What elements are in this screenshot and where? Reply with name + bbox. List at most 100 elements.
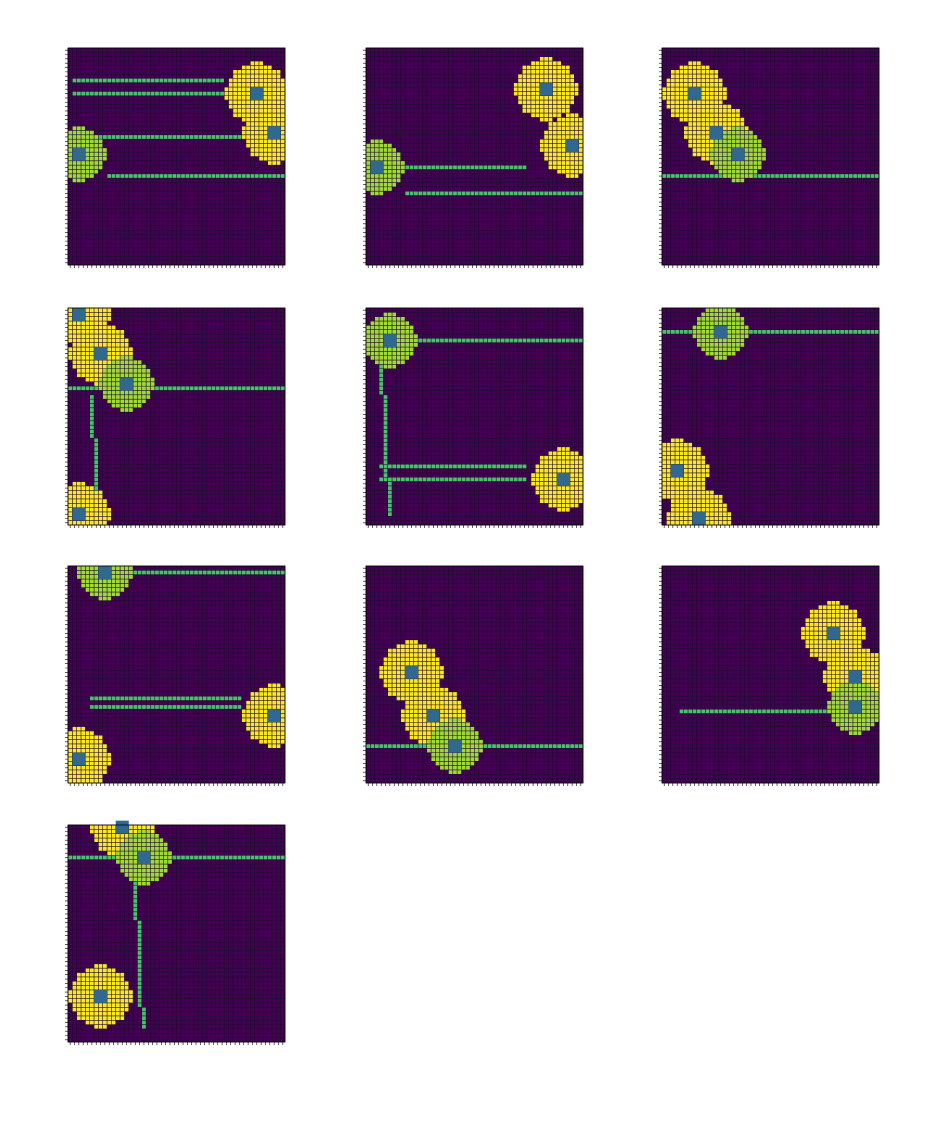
region-cell — [98, 325, 103, 330]
region-cell — [98, 846, 103, 852]
trace-cell — [705, 709, 710, 714]
region-cell — [120, 972, 125, 977]
region-cell — [379, 139, 384, 144]
region-cell — [154, 877, 160, 882]
region-cell — [418, 709, 423, 714]
region-cell — [383, 678, 388, 684]
region-cell — [81, 169, 86, 174]
region-cell — [124, 579, 129, 584]
region-cell — [133, 872, 138, 878]
region-cell — [370, 321, 375, 326]
region-cell — [857, 626, 862, 632]
region-cell — [68, 511, 73, 517]
trace-cell — [89, 412, 95, 417]
region-cell — [696, 147, 702, 153]
trace-cell — [662, 173, 667, 179]
region-cell — [102, 152, 108, 157]
region-cell — [111, 1002, 116, 1008]
region-cell — [714, 351, 719, 356]
region-cell — [68, 998, 73, 1003]
region-cell — [120, 390, 125, 395]
trace-cell — [98, 78, 103, 83]
region-cell — [111, 994, 116, 999]
region-cell — [831, 670, 836, 675]
region-cell — [852, 665, 858, 671]
region-cell — [124, 368, 129, 374]
region-cell — [675, 87, 680, 92]
region-cell — [133, 386, 138, 391]
region-cell — [818, 605, 823, 610]
region-cell — [98, 752, 103, 757]
region-cell — [392, 147, 397, 153]
trace-cell — [805, 329, 810, 335]
region-cell — [409, 717, 414, 723]
region-cell — [263, 113, 268, 118]
region-cell — [107, 312, 112, 317]
region-cell — [81, 778, 86, 783]
region-cell — [522, 95, 527, 101]
trace-cell — [435, 477, 440, 482]
region-cell — [813, 613, 819, 619]
region-cell — [280, 717, 285, 723]
trace-cell — [487, 191, 492, 196]
region-cell — [89, 748, 95, 753]
region-cell — [448, 717, 453, 723]
region-cell — [413, 722, 419, 727]
region-cell — [124, 360, 129, 365]
region-cell — [418, 652, 423, 658]
region-cell — [422, 644, 427, 649]
region-cell — [245, 717, 251, 723]
region-cell — [124, 351, 129, 356]
trace-cell — [435, 464, 440, 469]
region-cell — [383, 316, 388, 322]
region-cell — [366, 156, 371, 161]
region-cell — [128, 407, 134, 413]
trace-cell — [383, 425, 388, 430]
region-cell — [679, 485, 684, 491]
region-cell — [552, 139, 557, 144]
region-cell — [271, 87, 277, 92]
trace-cell — [718, 709, 723, 714]
trace-cell — [72, 91, 77, 96]
trace-cell — [822, 709, 827, 714]
region-cell — [670, 451, 676, 456]
region-cell — [526, 82, 531, 88]
region-cell — [267, 700, 272, 705]
region-cell — [709, 87, 715, 92]
region-cell — [370, 325, 375, 330]
region-cell — [714, 147, 719, 153]
region-cell — [400, 325, 406, 330]
region-cell — [81, 730, 86, 736]
trace-cell — [556, 338, 562, 343]
region-cell — [98, 329, 103, 335]
region-cell — [675, 520, 680, 525]
region-cell — [258, 709, 264, 714]
region-cell — [705, 82, 710, 88]
region-cell — [68, 494, 73, 499]
region-cell — [94, 152, 99, 157]
region-cell — [844, 626, 849, 632]
region-cell — [675, 78, 680, 83]
region-cell — [405, 726, 410, 731]
trace-cell — [491, 464, 497, 469]
region-cell — [387, 325, 393, 330]
region-cell — [383, 670, 388, 675]
region-cell — [561, 139, 566, 144]
trace-cell — [172, 173, 177, 179]
region-cell — [692, 82, 697, 88]
region-cell — [569, 485, 575, 491]
region-cell — [98, 579, 103, 584]
region-cell — [418, 739, 423, 744]
region-cell — [444, 709, 449, 714]
region-cell — [552, 95, 557, 101]
region-cell — [271, 69, 277, 75]
region-cell — [666, 104, 671, 109]
region-cell — [426, 691, 432, 697]
region-cell — [839, 605, 845, 610]
region-cell — [761, 156, 767, 161]
region-cell — [822, 674, 827, 679]
trace-cell — [94, 442, 99, 447]
region-cell — [280, 82, 285, 88]
region-cell — [89, 730, 95, 736]
region-cell — [439, 730, 445, 736]
